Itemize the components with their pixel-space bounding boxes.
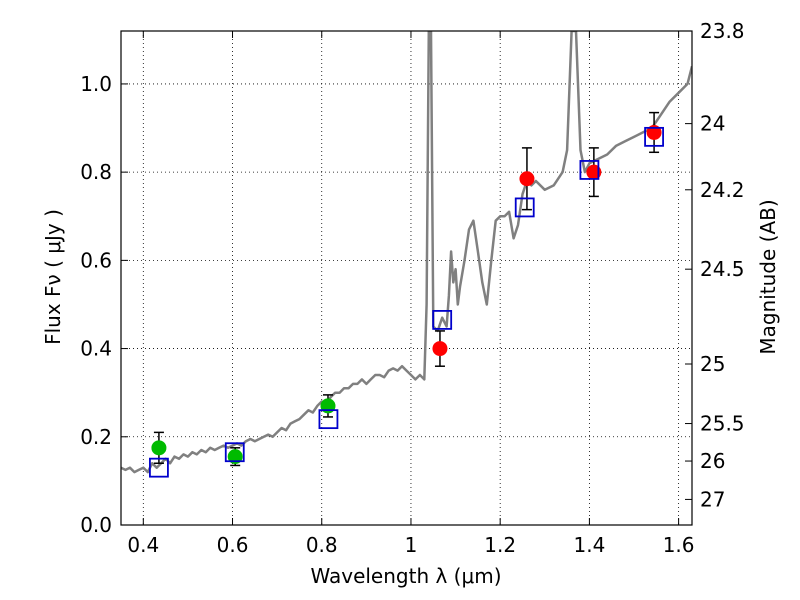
x-tick-label: 0.8 <box>306 533 338 557</box>
model-square-point <box>149 457 169 478</box>
right-tick-label: 24 <box>700 112 725 136</box>
plot-content <box>121 31 692 478</box>
model-square-point <box>224 442 245 463</box>
x-axis-label: Wavelength λ (μm) <box>310 564 501 588</box>
plot-frame <box>120 30 693 526</box>
y-tick-label: 0.0 <box>80 513 112 537</box>
model-square-point <box>644 126 664 147</box>
y-tick-label: 0.4 <box>80 337 112 361</box>
x-tick-label: 0.4 <box>127 533 159 557</box>
model-square-point <box>514 197 535 218</box>
x-tick-label: 1 <box>405 533 418 557</box>
right-tick-label: 27 <box>700 487 725 511</box>
x-tick-label: 1.2 <box>484 533 516 557</box>
model-square-point <box>432 310 453 330</box>
y-tick-label: 1.0 <box>80 72 112 96</box>
right-tick-label: 26 <box>700 449 725 473</box>
y-tick-label: 0.8 <box>80 160 112 184</box>
model-square-point <box>318 409 339 430</box>
right-tick-labels: 23.8 24 24.2 24.5 25 25.5 26 27 <box>700 19 745 511</box>
y-tick-label: 0.2 <box>80 425 112 449</box>
red-data-point <box>432 341 448 357</box>
x-tick-labels: 0.4 0.6 0.8 1 1.2 1.4 1.6 <box>127 533 694 557</box>
ticks <box>121 30 692 526</box>
x-tick-label: 1.6 <box>663 533 695 557</box>
spectrum-line <box>121 31 692 474</box>
right-tick-label: 25 <box>700 352 725 376</box>
y-axis-label: Flux Fν ( μJy ) <box>41 209 65 345</box>
right-tick-label: 25.5 <box>700 412 745 436</box>
right-tick-label: 24.2 <box>700 178 745 202</box>
x-tick-label: 1.4 <box>573 533 605 557</box>
red-data-point <box>519 171 535 187</box>
model-square-point <box>579 160 600 180</box>
right-tick-label: 23.8 <box>700 19 745 43</box>
y-tick-labels: 0.0 0.2 0.4 0.6 0.8 1.0 <box>80 72 112 537</box>
green-data-point <box>151 440 167 456</box>
x-tick-label: 0.6 <box>217 533 249 557</box>
green-data-point <box>320 398 336 414</box>
plot-border <box>120 30 693 526</box>
y-tick-label: 0.6 <box>80 248 112 272</box>
right-axis-label: Magnitude (AB) <box>756 199 780 354</box>
right-tick-label: 24.5 <box>700 257 745 281</box>
